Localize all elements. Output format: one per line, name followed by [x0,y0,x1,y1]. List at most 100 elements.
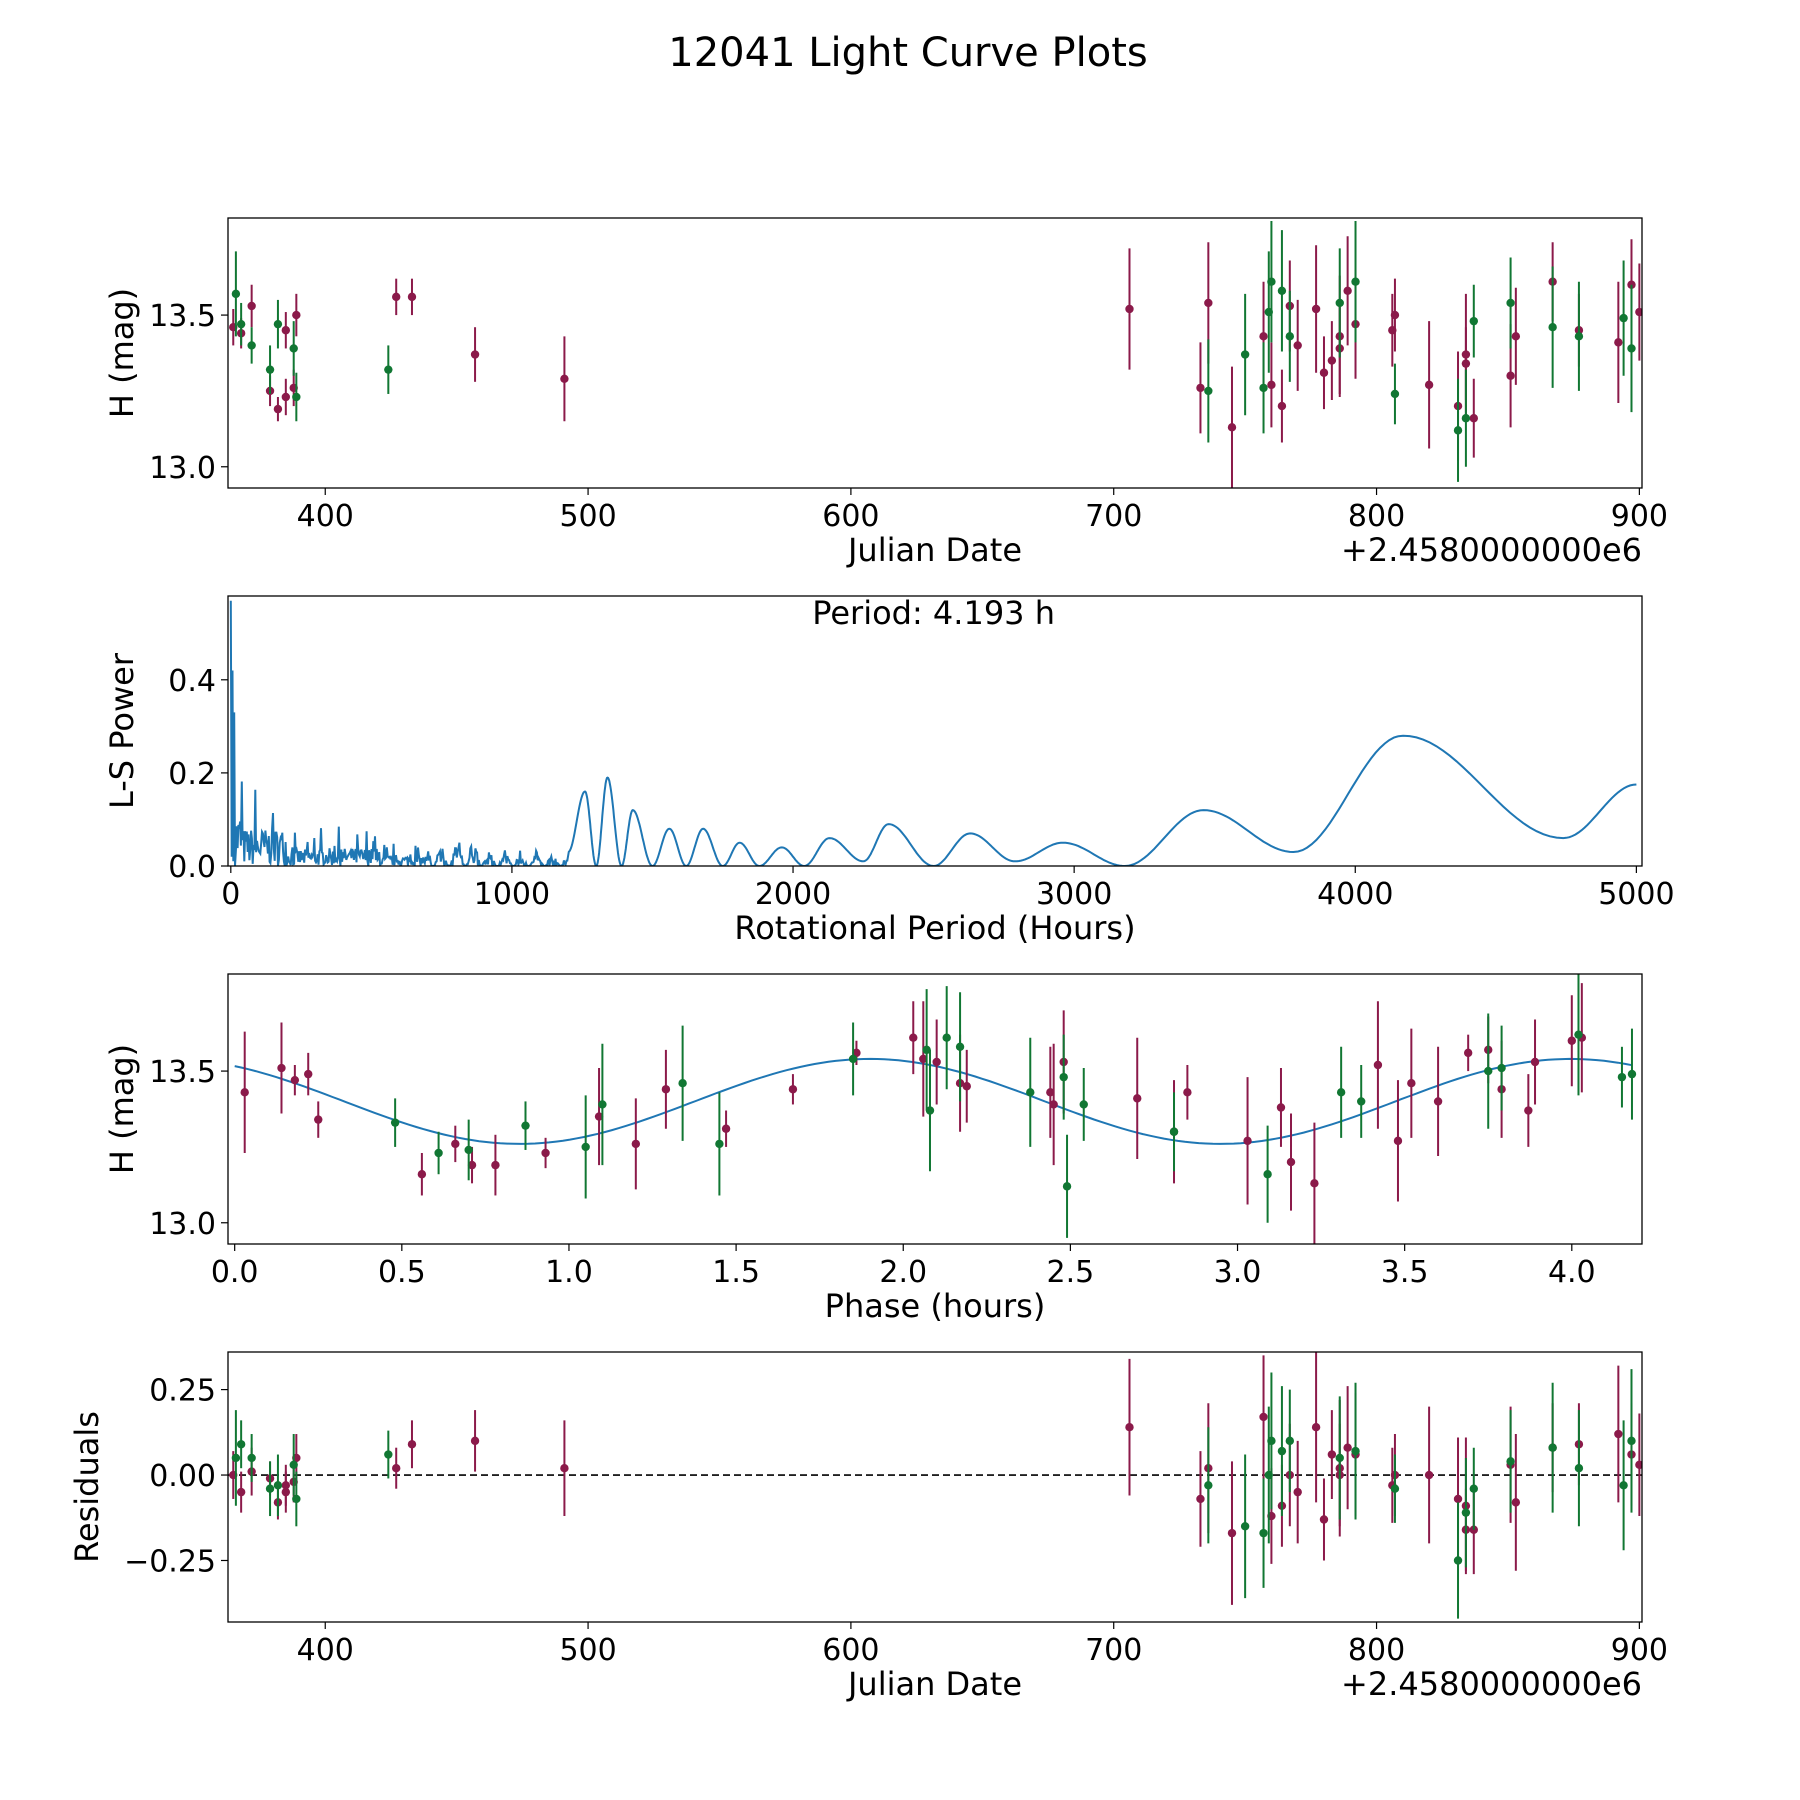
data-point [1453,1556,1463,1565]
x-tick-label: 600 [822,1633,879,1668]
y-tick-label: 0.25 [149,1374,216,1409]
data-point [289,344,298,353]
data-point [273,404,283,414]
y-tick-label: 13.0 [149,451,216,486]
data-point [1357,1097,1366,1106]
data-point [1079,1100,1088,1109]
y-tick-label: 0.00 [149,1459,216,1494]
data-point [1614,338,1623,347]
figure-title: 12041 Light Curve Plots [668,30,1147,76]
x-tick-label: 500 [559,1633,616,1668]
data-point [231,1453,241,1463]
data-point [240,1088,249,1097]
light-curve-panel: 400 500 600 700 800 900 13.0 13.5 Julian Date H (… [103,217,1668,569]
data-point [1286,1157,1296,1167]
data-point [407,1440,417,1449]
data-point [1373,1060,1383,1070]
data-point [1277,286,1287,296]
data-point [281,326,291,335]
data-point [1293,341,1302,350]
data-point [1574,1030,1583,1039]
data-point [1461,414,1471,423]
data-point [909,1033,918,1042]
x-tick-label: 3000 [1036,877,1112,912]
data-point [1424,380,1434,390]
data-point [1204,298,1213,308]
data-point [1169,1127,1179,1136]
data-point [1183,1088,1192,1097]
data-point [715,1139,724,1149]
data-point [1046,1088,1055,1097]
data-point [1433,1097,1443,1106]
data-point [848,1054,858,1064]
data-point [1310,1179,1319,1188]
data-point [1196,383,1205,393]
data-point [491,1160,500,1170]
data-point [1617,1072,1627,1082]
data-point [1267,380,1276,390]
data-point [1469,1525,1478,1534]
periodogram-line [229,600,1637,866]
data-point [1267,1436,1276,1446]
data-point [678,1079,687,1088]
x-axis-label: Rotational Period (Hours) [734,909,1135,947]
data-point [289,1460,298,1469]
x-axis-label: Julian Date [846,1665,1022,1703]
data-point [1461,359,1471,368]
data-point [1511,1498,1521,1507]
data-point [541,1148,550,1158]
data-point [1343,1443,1352,1452]
data-point [236,1487,246,1497]
data-point [1393,1136,1403,1146]
data-point [1276,1103,1286,1112]
x-tick-label: 0 [221,877,240,912]
data-point [1619,313,1628,323]
data-point [1619,1481,1628,1490]
data-point [1548,1443,1557,1452]
x-tick-label: 700 [1085,499,1142,534]
data-point [1469,316,1478,326]
data-point [434,1148,443,1158]
data-point [281,392,291,402]
x-tick-label: 2.5 [1047,1255,1095,1290]
data-point [721,1124,731,1133]
x-tick-label: 1.0 [545,1255,593,1290]
data-point [1424,1470,1434,1480]
data-point [1335,298,1344,308]
data-point [1484,1066,1493,1076]
data-point [1327,356,1337,365]
data-point [1240,350,1250,359]
data-point [1125,304,1134,314]
data-point [955,1042,965,1052]
data-point [1390,310,1400,320]
data-point [265,365,275,374]
y-axis-label: Residuals [68,1411,106,1563]
data-point [1204,386,1213,396]
data-point [277,1063,286,1073]
x-tick-label: 5000 [1598,877,1674,912]
data-point [1196,1494,1205,1504]
data-point [1497,1063,1506,1073]
data-point [247,301,256,311]
data-point [1407,1079,1416,1088]
data-point [1293,1487,1302,1497]
y-tick-label: −0.25 [124,1544,216,1579]
data-point [1062,1182,1072,1191]
data-point [1133,1094,1142,1103]
data-point [1506,371,1515,380]
data-point [314,1115,323,1124]
data-point [1524,1106,1533,1115]
data-point [1336,1088,1346,1097]
data-point [281,1481,291,1490]
data-point [1343,286,1352,296]
data-point [1351,1446,1360,1456]
x-tick-label: 2000 [755,877,831,912]
residuals-panel: 400 500 600 700 800 900 −0.25 0.00 0.25 Julian Da… [68,1351,1668,1703]
data-point [1259,332,1268,341]
y-axis-label: H (mag) [103,288,141,418]
data-point [1026,1088,1035,1097]
data-point [247,1453,256,1463]
data-point [1635,1460,1642,1469]
data-point [1311,304,1321,314]
data-point [1204,1481,1213,1490]
